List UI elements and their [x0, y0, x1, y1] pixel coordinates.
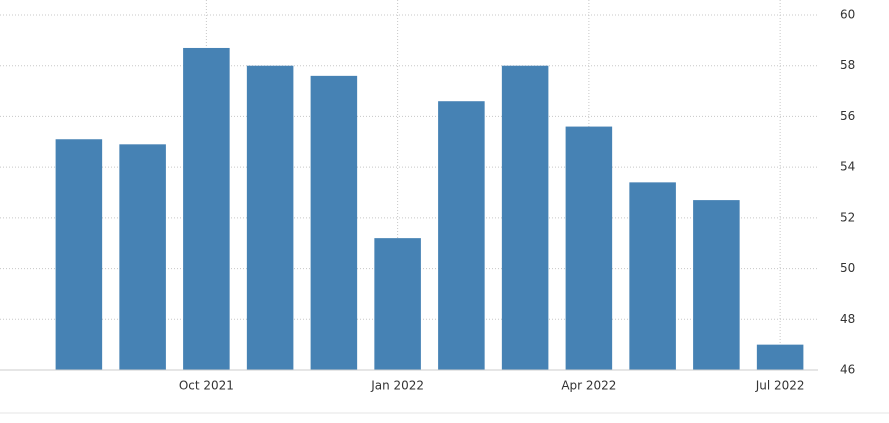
bar	[55, 139, 103, 370]
y-tick-label: 50	[840, 261, 855, 275]
y-tick-label: 56	[840, 109, 855, 123]
bar	[310, 75, 358, 370]
bar	[374, 238, 421, 370]
bar	[183, 47, 230, 370]
bar	[756, 344, 804, 370]
bar	[119, 144, 166, 370]
bar	[246, 65, 294, 370]
bar	[438, 101, 485, 370]
bar	[693, 200, 740, 370]
bar	[501, 65, 549, 370]
y-tick-label: 54	[840, 160, 855, 174]
y-tick-label: 58	[840, 58, 855, 72]
y-tick-label: 60	[840, 8, 855, 22]
x-tick-label: Jan 2022	[370, 379, 424, 393]
bar	[565, 126, 613, 370]
y-tick-label: 46	[840, 363, 855, 377]
x-tick-label: Jul 2022	[755, 379, 805, 393]
x-tick-label: Apr 2022	[561, 379, 616, 393]
y-tick-label: 52	[840, 210, 855, 224]
x-tick-label: Oct 2021	[179, 379, 234, 393]
bar	[629, 182, 676, 370]
y-tick-label: 48	[840, 312, 855, 326]
